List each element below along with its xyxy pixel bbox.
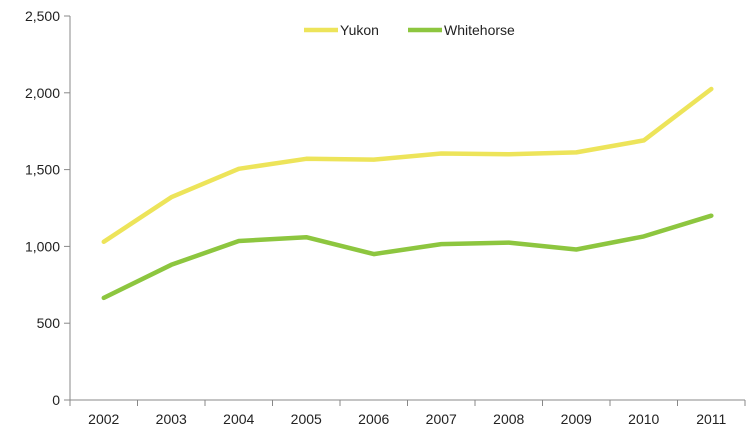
y-tick-label: 1,000 bbox=[25, 238, 60, 254]
y-tick-label: 500 bbox=[37, 315, 61, 331]
x-tick-label: 2011 bbox=[696, 411, 726, 427]
x-tick-label: 2010 bbox=[628, 411, 659, 427]
x-tick-label: 2002 bbox=[88, 411, 119, 427]
y-tick-label: 2,500 bbox=[25, 8, 60, 24]
axes: 0 500 1,000 1,500 2,000 2,500 2002 2003 2004 2005… bbox=[25, 8, 746, 427]
legend: Yukon Whitehorse bbox=[304, 22, 515, 38]
y-tick-label: 2,000 bbox=[25, 85, 60, 101]
series-line-yukon bbox=[101, 86, 714, 245]
x-tick-label: 2003 bbox=[156, 411, 187, 427]
x-tick-label: 2005 bbox=[291, 411, 322, 427]
series-line-whitehorse bbox=[101, 213, 714, 301]
legend-label: Yukon bbox=[340, 22, 379, 38]
x-tick-label: 2007 bbox=[426, 411, 457, 427]
x-tick-label: 2004 bbox=[223, 411, 254, 427]
x-tick-label: 2006 bbox=[358, 411, 389, 427]
x-tick-label: 2009 bbox=[561, 411, 592, 427]
y-tick-label: 1,500 bbox=[25, 162, 60, 178]
legend-label: Whitehorse bbox=[444, 22, 515, 38]
x-tick-label: 2008 bbox=[493, 411, 524, 427]
series-lines bbox=[101, 86, 714, 301]
y-tick-label: 0 bbox=[52, 392, 60, 408]
